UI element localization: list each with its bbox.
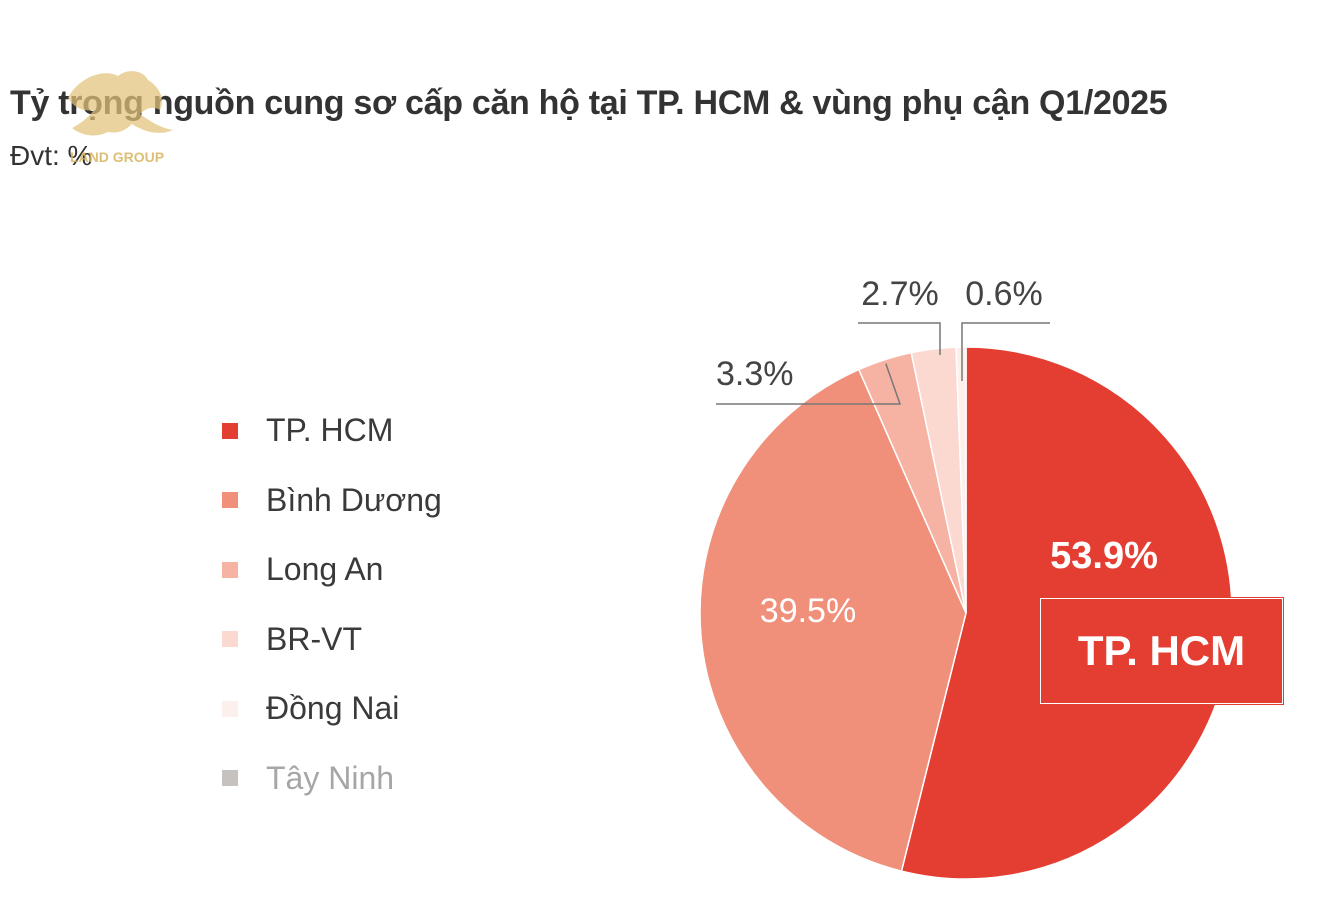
horse-logo-watermark: LAND GROUP — [68, 71, 173, 165]
legend-item: TP. HCM — [222, 396, 442, 466]
leader-line — [716, 363, 902, 405]
legend-swatch — [222, 700, 238, 717]
legend-label: BR-VT — [266, 620, 362, 657]
legend-swatch — [222, 492, 238, 509]
logo-text: LAND GROUP — [70, 149, 164, 165]
legend-label: TP. HCM — [266, 412, 394, 449]
chart-unit-label: Đvt: % — [10, 140, 93, 171]
chart-title: Tỷ trọng nguồn cung sơ cấp căn hộ tại TP… — [10, 84, 1168, 122]
leader-line — [858, 322, 941, 355]
data-label: 39.5% — [760, 592, 856, 630]
legend-label: Tây Ninh — [266, 759, 395, 796]
legend-swatch — [222, 561, 238, 578]
leader-line — [961, 322, 1050, 381]
legend-item: Đồng Nai — [222, 674, 442, 744]
pie-slice — [955, 346, 967, 614]
legend-label: Long An — [266, 551, 384, 588]
data-label: 3.3% — [716, 355, 794, 393]
legend-swatch — [222, 770, 238, 787]
legend-swatch — [222, 631, 238, 648]
legend-label: Đồng Nai — [266, 690, 400, 727]
pie-slice — [699, 368, 967, 872]
data-label: 53.9% — [1050, 535, 1158, 577]
legend-item: BR-VT — [222, 605, 442, 675]
data-label: 2.7% — [861, 275, 939, 313]
tp-hcm-callout: TP. HCM — [1039, 597, 1284, 705]
callout-label: TP. HCM — [1077, 627, 1246, 674]
legend-label: Bình Dương — [266, 481, 442, 518]
legend-swatch — [222, 422, 238, 439]
legend-item: Tây Ninh — [222, 744, 442, 814]
chart-legend: TP. HCM Bình Dương Long An BR-VT Đồng Nai Tây… — [222, 396, 442, 813]
legend-item: Long An — [222, 535, 442, 605]
data-label: 0.6% — [965, 275, 1043, 313]
legend-item: Bình Dương — [222, 466, 442, 536]
